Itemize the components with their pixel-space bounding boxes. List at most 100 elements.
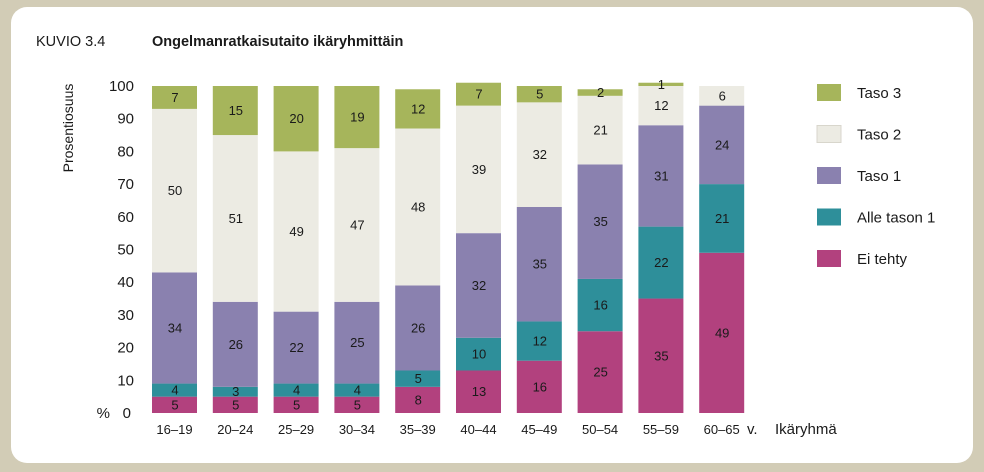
data-label: 5: [293, 397, 300, 412]
bar-segment: [638, 86, 684, 126]
data-label: 35: [654, 348, 668, 363]
legend-swatch: [817, 167, 841, 184]
legend-label: Ei tehty: [857, 251, 908, 268]
bar-segment: [334, 383, 380, 397]
y-tick-label: 40: [117, 274, 134, 291]
x-tick-label: 40–44: [460, 422, 496, 437]
bar-segment: [395, 89, 441, 129]
bar-segment: [638, 82, 684, 86]
bar-segment: [516, 86, 562, 103]
bar-segment: [273, 383, 319, 397]
y-tick-label: 90: [117, 111, 134, 128]
data-label: 1: [658, 77, 665, 92]
bar-segment: [212, 386, 258, 397]
y-tick-label: 80: [117, 143, 134, 160]
data-label: 35: [533, 257, 547, 272]
bar-segment: [152, 86, 197, 109]
bar-segment: [273, 86, 319, 152]
bar-segment: [577, 331, 623, 413]
data-label: 12: [533, 334, 547, 349]
figure-number: KUVIO 3.4: [36, 34, 105, 50]
y-axis: 0 10 20 30 40 50 60 70 80 90 100: [109, 78, 134, 422]
y-tick-label: 20: [117, 340, 134, 357]
data-label: 20: [289, 111, 303, 126]
y-unit-label: %: [97, 405, 110, 422]
bar-segment: [456, 105, 501, 234]
x-tick-label: 35–39: [400, 422, 436, 437]
bar-segment: [152, 272, 197, 384]
x-tick-label: 55–59: [643, 422, 679, 437]
data-label: 13: [472, 384, 486, 399]
bar-segment: [638, 298, 684, 413]
data-label: 48: [411, 199, 425, 214]
data-label: 32: [533, 147, 547, 162]
bar-segment: [699, 252, 745, 413]
bar-segment: [456, 370, 501, 413]
x-axis-label: Ikäryhmä: [775, 421, 837, 438]
data-label: 32: [472, 278, 486, 293]
data-label: 22: [289, 340, 303, 355]
bar-segment: [395, 285, 441, 371]
data-label: 5: [232, 397, 239, 412]
bar-segment: [395, 386, 441, 413]
bar-segment: [334, 148, 380, 302]
data-label: 5: [171, 397, 178, 412]
bar-segment: [395, 370, 441, 387]
legend-label: Taso 3: [857, 85, 901, 102]
bar-segment: [577, 89, 623, 96]
bar-segment: [212, 135, 258, 302]
data-label: 21: [593, 123, 607, 138]
bar-segment: [516, 102, 562, 207]
bar-segment: [699, 86, 745, 106]
bar-segment: [577, 95, 623, 165]
bar-segment: [273, 151, 319, 312]
data-label: 26: [229, 337, 243, 352]
bar-segment: [516, 206, 562, 322]
data-label: 5: [354, 397, 361, 412]
data-label: 8: [415, 392, 422, 407]
x-suffix: v.: [747, 421, 758, 438]
y-tick-label: 10: [117, 372, 134, 389]
data-label: 39: [472, 162, 486, 177]
data-label: 15: [229, 103, 243, 118]
data-label: 12: [411, 101, 425, 116]
data-label: 24: [715, 137, 729, 152]
data-label: 7: [171, 90, 178, 105]
bar-segment: [334, 86, 380, 149]
bar-segment: [152, 383, 197, 397]
bar-segment: [638, 125, 684, 227]
bar-segment: [638, 226, 684, 299]
bar-segment: [577, 164, 623, 279]
bar-segment: [456, 233, 501, 338]
x-tick-label: 25–29: [278, 422, 314, 437]
legend-swatch: [817, 250, 841, 267]
y-tick-label: 70: [117, 176, 134, 193]
data-label: 4: [293, 383, 300, 398]
x-tick-label: 30–34: [339, 422, 375, 437]
data-label: 6: [719, 88, 726, 103]
data-label: 25: [350, 335, 364, 350]
legend-label: Alle tason 1: [857, 210, 935, 227]
bar-segment: [395, 128, 441, 286]
y-tick-label: 0: [123, 405, 131, 422]
data-label: 47: [350, 217, 364, 232]
data-label: 12: [654, 98, 668, 113]
data-label: 35: [593, 214, 607, 229]
data-label: 4: [354, 383, 361, 398]
data-label: 4: [171, 383, 178, 398]
bar-segment: [456, 82, 501, 106]
bar-segment: [334, 396, 380, 413]
data-label: 26: [411, 320, 425, 335]
data-label: 50: [168, 183, 182, 198]
bar-segment: [273, 311, 319, 384]
legend-swatch: [817, 208, 841, 226]
x-tick-label: 50–54: [582, 422, 618, 437]
legend-swatch: [816, 125, 842, 143]
bar-segment: [334, 301, 380, 384]
data-label: 31: [654, 168, 668, 183]
data-label: 7: [475, 87, 482, 102]
data-label: 51: [229, 211, 243, 226]
data-label: 21: [715, 211, 729, 226]
bar-segment: [699, 105, 745, 185]
